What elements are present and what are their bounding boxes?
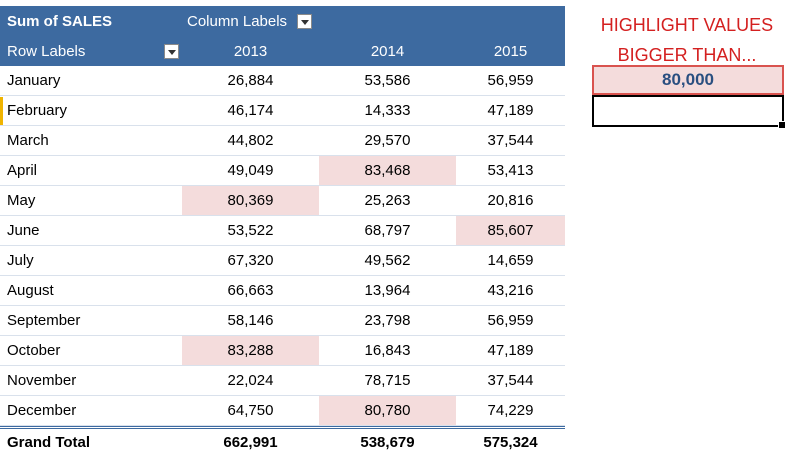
table-row: August 66,663 13,964 43,216: [0, 276, 565, 306]
value-cell[interactable]: 47,189: [487, 102, 534, 119]
value-cell[interactable]: 67,320: [227, 252, 274, 269]
month-label[interactable]: September: [7, 312, 81, 329]
value-cell[interactable]: 47,189: [487, 342, 534, 359]
month-label[interactable]: July: [7, 252, 34, 269]
value-cell[interactable]: 78,715: [364, 372, 411, 389]
table-row: June 53,522 68,797 85,607: [0, 216, 565, 246]
pivot-body: January 26,884 53,586 56,959 February 46,174 1…: [0, 66, 565, 426]
table-row: January 26,884 53,586 56,959: [0, 66, 565, 96]
row-selection-marker: [0, 97, 3, 125]
year-header-2015[interactable]: 2015: [493, 42, 528, 60]
value-cell[interactable]: 16,843: [364, 342, 411, 359]
grand-total-2015[interactable]: 575,324: [483, 434, 538, 451]
table-row: February 46,174 14,333 47,189: [0, 96, 565, 126]
value-cell[interactable]: 53,413: [487, 162, 534, 179]
month-label[interactable]: November: [7, 372, 77, 389]
table-row: March 44,802 29,570 37,544: [0, 126, 565, 156]
value-cell[interactable]: 25,263: [364, 192, 411, 209]
value-cell[interactable]: 23,798: [364, 312, 411, 329]
highlight-title-line2: BIGGER THAN...: [617, 45, 757, 65]
table-row: April 49,049 83,468 53,413: [0, 156, 565, 186]
table-row: December 64,750 80,780 74,229: [0, 396, 565, 426]
grand-total-2014[interactable]: 538,679: [360, 434, 415, 451]
row-labels-text: Row Labels: [7, 42, 86, 60]
value-cell[interactable]: 85,607: [456, 216, 565, 245]
month-label[interactable]: May: [7, 192, 36, 209]
value-cell[interactable]: 37,544: [487, 372, 534, 389]
column-labels-header[interactable]: Column Labels: [182, 12, 313, 30]
value-cell[interactable]: 56,959: [487, 72, 534, 89]
value-cell[interactable]: 49,049: [227, 162, 274, 179]
table-row: November 22,024 78,715 37,544: [0, 366, 565, 396]
value-cell[interactable]: 80,780: [319, 396, 456, 425]
column-filter-dropdown-icon[interactable]: [297, 13, 313, 29]
month-label[interactable]: January: [7, 72, 61, 89]
table-row: July 67,320 49,562 14,659: [0, 246, 565, 276]
month-label[interactable]: April: [7, 162, 38, 179]
value-cell[interactable]: 53,522: [227, 222, 274, 239]
year-header-2013[interactable]: 2013: [233, 42, 268, 60]
table-row: October 83,288 16,843 47,189: [0, 336, 565, 366]
value-cell[interactable]: 14,659: [487, 252, 534, 269]
value-cell[interactable]: 66,663: [227, 282, 274, 299]
column-labels-text: Column Labels: [187, 12, 288, 30]
grand-total-2013[interactable]: 662,991: [223, 434, 278, 451]
value-cell[interactable]: 22,024: [227, 372, 274, 389]
value-cell[interactable]: 43,216: [487, 282, 534, 299]
value-cell[interactable]: 44,802: [227, 132, 274, 149]
pivot-title[interactable]: Sum of SALES: [7, 12, 113, 30]
highlight-title-line1: HIGHLIGHT VALUES: [600, 15, 774, 35]
value-cell[interactable]: 56,959: [487, 312, 534, 329]
month-label[interactable]: February: [7, 102, 68, 119]
value-cell[interactable]: 49,562: [364, 252, 411, 269]
value-cell[interactable]: 64,750: [227, 402, 274, 419]
value-cell[interactable]: 80,369: [182, 186, 319, 215]
value-cell[interactable]: 26,884: [227, 72, 274, 89]
value-cell[interactable]: 14,333: [364, 102, 411, 119]
value-cell[interactable]: 13,964: [364, 282, 411, 299]
value-cell[interactable]: 37,544: [487, 132, 534, 149]
grand-total-row: Grand Total 662,991 538,679 575,324: [0, 426, 565, 456]
value-cell[interactable]: 20,816: [487, 192, 534, 209]
grand-total-label[interactable]: Grand Total: [7, 434, 91, 451]
pivot-header-row: Sum of SALES Column Labels: [0, 6, 565, 36]
year-header-2014[interactable]: 2014: [370, 42, 405, 60]
value-cell[interactable]: 46,174: [227, 102, 274, 119]
row-labels-header[interactable]: Row Labels: [0, 36, 182, 66]
pivot-subheader-row: Row Labels 2013 2014 2015: [0, 36, 565, 66]
value-cell[interactable]: 29,570: [364, 132, 411, 149]
value-cell[interactable]: 74,229: [487, 402, 534, 419]
value-cell[interactable]: 68,797: [364, 222, 411, 239]
highlight-title: HIGHLIGHT VALUES BIGGER THAN...: [582, 10, 791, 70]
active-input-cell[interactable]: [592, 95, 786, 129]
month-label[interactable]: December: [7, 402, 77, 419]
value-cell[interactable]: 58,146: [227, 312, 274, 329]
month-label[interactable]: March: [7, 132, 49, 149]
month-label[interactable]: June: [7, 222, 40, 239]
value-cell[interactable]: 83,288: [182, 336, 319, 365]
month-label[interactable]: October: [7, 342, 61, 359]
row-filter-dropdown-icon[interactable]: [164, 44, 179, 59]
value-cell[interactable]: 53,586: [364, 72, 411, 89]
value-cell[interactable]: 83,468: [319, 156, 456, 185]
month-label[interactable]: August: [7, 282, 54, 299]
table-row: September 58,146 23,798 56,959: [0, 306, 565, 336]
threshold-cell[interactable]: 80,000: [592, 65, 784, 95]
table-row: May 80,369 25,263 20,816: [0, 186, 565, 216]
pivot-table: Sum of SALES Column Labels Row Labels 20…: [0, 6, 565, 456]
